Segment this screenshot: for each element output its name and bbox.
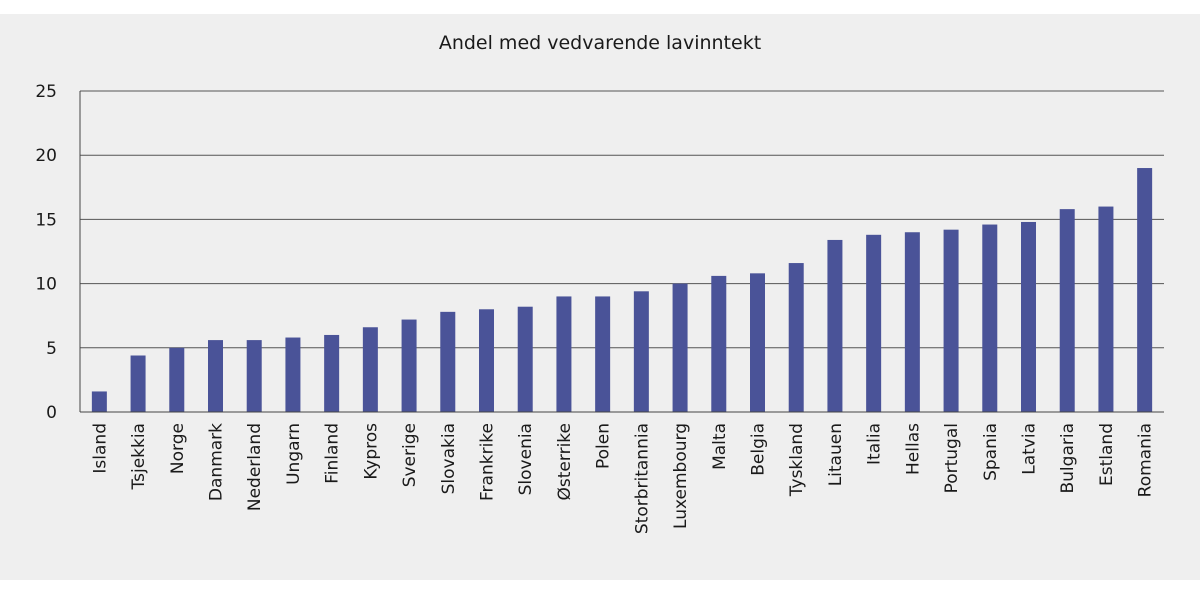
bar [1059,209,1075,412]
bar [866,234,882,412]
chart-title: Andel med vedvarende lavinntekt [438,32,762,54]
bar [904,232,920,412]
bar [827,239,843,412]
bar [208,340,223,412]
x-tick-label: Norge [168,423,188,474]
x-tick-label: Slovakia [439,423,459,494]
y-tick-label: 10 [35,275,57,295]
bar [324,334,340,412]
x-tick-label: Tyskland [787,423,807,497]
bar [1021,221,1036,412]
x-tick-label: Finland [323,423,343,484]
x-tick-label: Frankrike [478,423,498,501]
x-tick-label: Estland [1097,423,1117,486]
x-tick-label: Romania [1136,423,1156,497]
y-tick-label: 25 [35,82,57,102]
bar [517,306,533,412]
x-tick-label: Nederland [245,423,265,511]
x-tick-label: Litauen [826,423,846,486]
x-tick-label: Hellas [903,423,923,475]
bar [750,273,765,412]
x-tick-label: Island [90,423,110,474]
x-tick-label: Latvia [1020,423,1040,475]
y-tick-label: 15 [35,210,57,230]
x-tick-label: Spania [981,423,1001,481]
bar [91,391,107,412]
bar [1137,168,1153,412]
bar [1098,206,1114,412]
bar [169,347,185,412]
axes [79,91,1164,413]
bar [285,337,301,412]
bar [943,229,959,412]
bar [401,319,417,412]
x-tick-label: Slovenia [516,423,536,495]
y-tick-label: 20 [35,146,57,166]
x-tick-label: Danmark [207,423,227,501]
bar [362,327,378,412]
x-tick-label: Malta [710,423,730,470]
x-tick-label: Kypros [361,423,381,480]
y-axis-ticks: 0 5 10 15 20 25 [35,82,57,423]
bars [91,168,1153,412]
bar [672,283,688,412]
bar [440,311,456,412]
bar [788,263,804,412]
x-tick-label: Luxembourg [671,423,691,529]
bar [595,296,611,412]
x-tick-label: Bulgaria [1058,423,1078,494]
x-tick-label: Storbritannia [632,423,652,534]
bar [711,275,727,412]
bar [479,309,494,412]
bar [246,340,262,412]
x-tick-label: Tsjekkia [129,423,149,490]
x-tick-label: Østerrike [555,423,575,500]
x-tick-label: Polen [594,423,614,469]
x-axis-ticks: Island Tsjekkia Norge Danmark Nederland Ungar… [90,423,1155,534]
y-tick-label: 5 [46,339,57,359]
x-tick-label: Ungarn [284,423,304,485]
bar [633,291,649,412]
x-tick-label: Sverige [400,423,420,487]
y-tick-label: 0 [46,403,57,423]
gridlines [80,90,1164,349]
bar [130,355,146,412]
x-tick-label: Portugal [942,423,962,493]
bar [556,296,572,412]
x-tick-label: Italia [865,423,885,465]
x-tick-label: Belgia [749,423,769,476]
bar [982,224,998,412]
